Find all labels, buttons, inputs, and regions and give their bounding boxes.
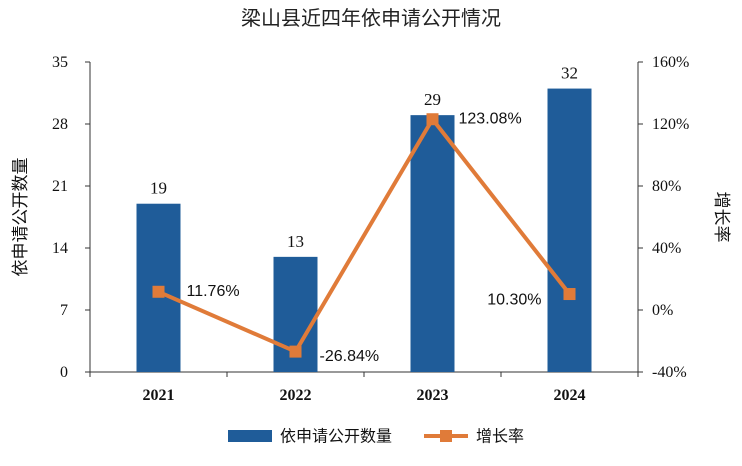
left-tick-label: 0	[60, 364, 68, 381]
legend-bar-swatch	[228, 430, 272, 442]
axes-group: 0 7 14 21 28 35 -40% 0% 40% 80% 120% 160% 2021 2022 20…	[11, 54, 731, 404]
bars-group	[136, 88, 592, 373]
x-tick-label: 2024	[554, 387, 586, 404]
growth-value-label: 11.76%	[187, 283, 240, 300]
right-tick-label: 120%	[652, 116, 689, 133]
bar-value-label: 19	[150, 179, 167, 198]
right-tick-label: -40%	[652, 364, 687, 381]
data-labels-group: 19 13 29 32 11.76% -26.84% 123.08% 10.30%	[150, 64, 578, 365]
legend-bar-label: 依申请公开数量	[280, 427, 392, 446]
growth-value-label: 123.08%	[459, 110, 522, 127]
right-tick-label: 160%	[652, 54, 689, 71]
left-tick-label: 35	[52, 54, 68, 71]
growth-value-label: 10.30%	[487, 291, 541, 308]
growth-marker	[289, 345, 302, 358]
bar-value-label: 29	[424, 90, 441, 109]
growth-marker	[426, 113, 439, 126]
legend-line-marker	[440, 430, 452, 442]
growth-line	[157, 117, 572, 354]
bar-value-label: 32	[561, 64, 578, 83]
left-tick-label: 21	[52, 178, 68, 195]
growth-marker	[563, 288, 576, 301]
x-tick-label: 2023	[417, 387, 449, 404]
legend: 依申请公开数量 增长率	[228, 427, 524, 446]
chart-title: 梁山县近四年依申请公开情况	[241, 6, 501, 30]
bar	[410, 115, 455, 373]
right-tick-label: 80%	[652, 178, 681, 195]
bar-value-label: 13	[287, 232, 304, 251]
growth-value-label: -26.84%	[320, 348, 380, 365]
left-tick-label: 7	[60, 302, 68, 319]
right-axis-title: 增长率	[711, 192, 731, 243]
legend-line-label: 增长率	[476, 427, 524, 446]
right-tick-label: 40%	[652, 240, 681, 257]
right-tick-label: 0%	[652, 302, 673, 319]
left-axis-title: 依申请公开数量	[11, 158, 31, 277]
left-tick-label: 14	[52, 240, 68, 257]
left-tick-label: 28	[52, 116, 68, 133]
bar	[547, 88, 592, 373]
growth-line-group	[152, 113, 576, 358]
x-tick-label: 2022	[280, 387, 312, 404]
growth-marker	[152, 285, 165, 298]
x-tick-label: 2021	[143, 387, 175, 404]
